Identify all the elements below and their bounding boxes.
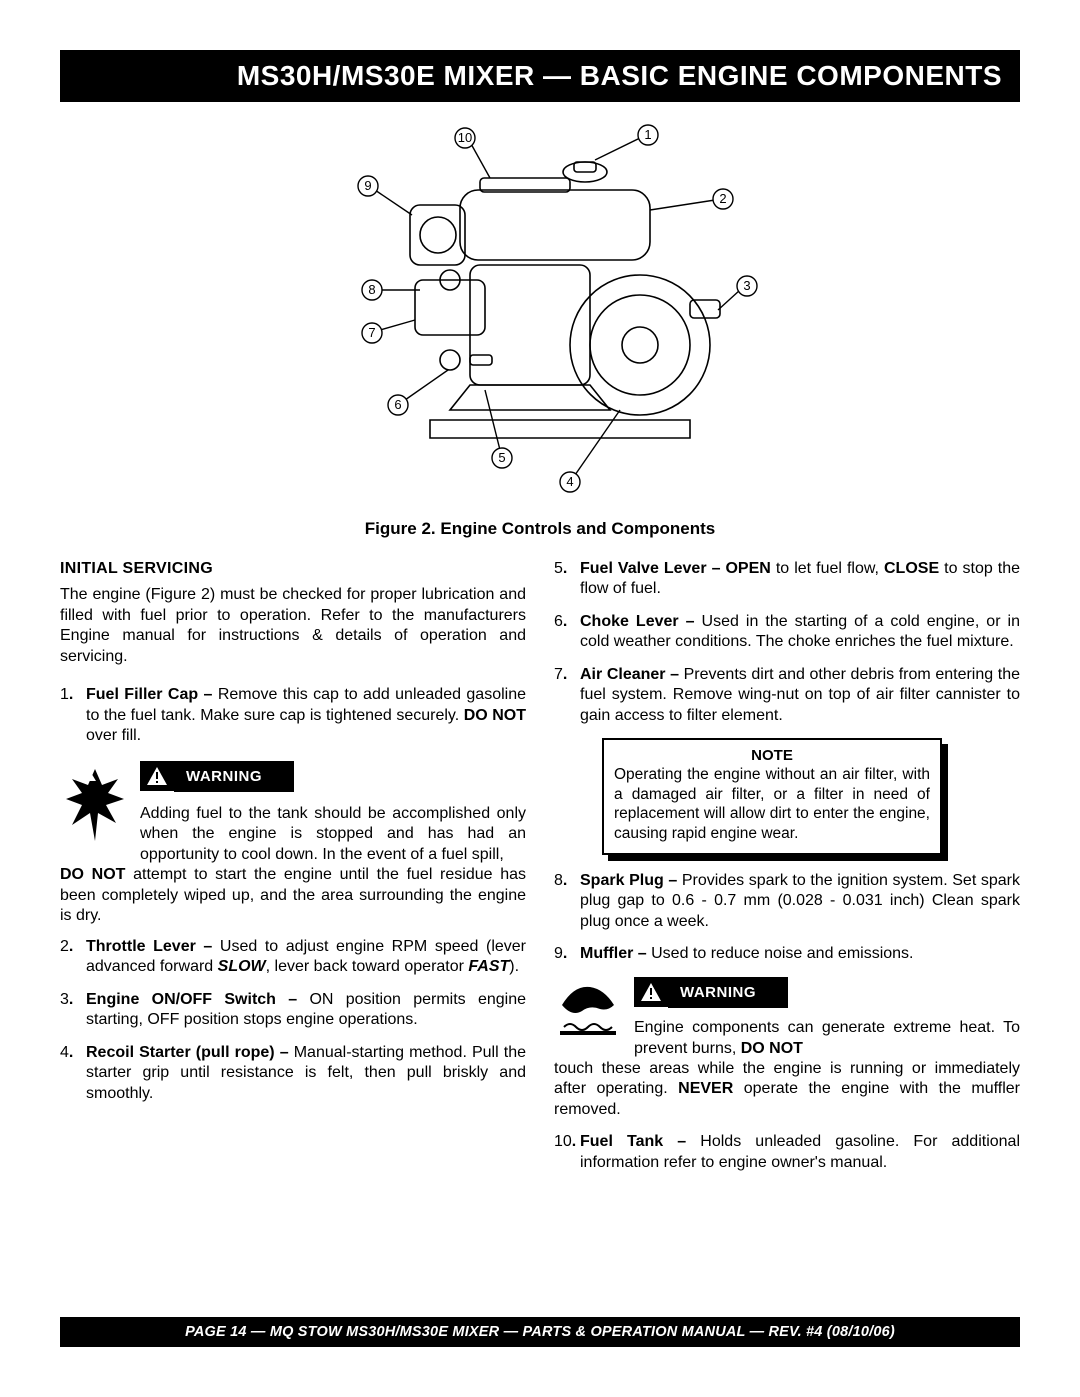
item-1: 1. Fuel Filler Cap – Remove this cap to … <box>60 685 526 746</box>
warning-label-row: WARNING <box>140 761 526 792</box>
item-6: 6. Choke Lever – Used in the starting of… <box>554 612 1020 653</box>
left-list-1: 1. Fuel Filler Cap – Remove this cap to … <box>60 685 526 746</box>
callout-9: 9 <box>364 178 371 193</box>
callout-4: 4 <box>566 474 573 489</box>
figure-caption: Figure 2. Engine Controls and Components <box>60 519 1020 539</box>
warning-label-2: WARNING <box>668 977 788 1008</box>
item-10: 10. Fuel Tank – Holds unleaded gasoline.… <box>554 1132 1020 1173</box>
callout-5: 5 <box>498 450 505 465</box>
heat-warning: WARNING Engine components can generate e… <box>554 977 1020 1121</box>
right-column: 5. Fuel Valve Lever – OPEN to let fuel f… <box>554 559 1020 1185</box>
warning-text-full: DO NOT attempt to start the engine until… <box>60 865 526 926</box>
footer-text: PAGE 14 — MQ STOW MS30H/MS30E MIXER — PA… <box>185 1324 895 1340</box>
warning-triangle-icon <box>146 766 168 786</box>
warning-text-lead: Adding fuel to the tank should be accomp… <box>140 804 526 865</box>
initial-servicing-heading: INITIAL SERVICING <box>60 559 526 579</box>
item-2: 2. Throttle Lever – Used to adjust engin… <box>60 937 526 978</box>
heat-warning-full: touch these areas while the engine is ru… <box>554 1059 1020 1120</box>
page-title-bar: MS30H/MS30E MIXER — BASIC ENGINE COMPONE… <box>60 50 1020 102</box>
figure: 1 10 9 2 3 8 7 6 5 4 Figure 2. <box>60 120 1020 539</box>
callout-10: 10 <box>458 130 472 145</box>
warning-label: WARNING <box>174 761 294 792</box>
warning-triangle-icon <box>640 982 662 1002</box>
callout-8: 8 <box>368 282 375 297</box>
heat-warning-lead: Engine components can generate extreme h… <box>634 1018 1020 1059</box>
right-list-3: 10. Fuel Tank – Holds unleaded gasoline.… <box>554 1132 1020 1173</box>
item-3: 3. Engine ON/OFF Switch – ON position pe… <box>60 990 526 1031</box>
body-columns: INITIAL SERVICING The engine (Figure 2) … <box>60 559 1020 1185</box>
callout-3: 3 <box>743 278 750 293</box>
right-list-2: 8. Spark Plug – Provides spark to the ig… <box>554 871 1020 965</box>
item-8: 8. Spark Plug – Provides spark to the ig… <box>554 871 1020 932</box>
callout-6: 6 <box>394 397 401 412</box>
item-5: 5. Fuel Valve Lever – OPEN to let fuel f… <box>554 559 1020 600</box>
page: MS30H/MS30E MIXER — BASIC ENGINE COMPONE… <box>0 0 1080 1397</box>
note-body: Operating the engine without an air filt… <box>614 765 930 843</box>
left-column: INITIAL SERVICING The engine (Figure 2) … <box>60 559 526 1185</box>
footer-bar: PAGE 14 — MQ STOW MS30H/MS30E MIXER — PA… <box>60 1317 1020 1347</box>
initial-servicing-intro: The engine (Figure 2) must be checked fo… <box>60 585 526 667</box>
callout-1: 1 <box>644 127 651 142</box>
engine-diagram: 1 10 9 2 3 8 7 6 5 4 <box>320 120 760 500</box>
note-title: NOTE <box>614 746 930 765</box>
item-7: 7. Air Cleaner – Prevents dirt and other… <box>554 665 1020 726</box>
callout-7: 7 <box>368 325 375 340</box>
item-4: 4. Recoil Starter (pull rope) – Manual-s… <box>60 1043 526 1104</box>
right-list-1: 5. Fuel Valve Lever – OPEN to let fuel f… <box>554 559 1020 726</box>
item-9: 9. Muffler – Used to reduce noise and em… <box>554 944 1020 964</box>
air-cleaner-note: NOTE Operating the engine without an air… <box>602 738 942 855</box>
explosion-icon <box>60 761 130 847</box>
fuel-warning: WARNING Adding fuel to the tank should b… <box>60 761 526 927</box>
hot-surface-icon <box>554 977 624 1039</box>
left-list-2: 2. Throttle Lever – Used to adjust engin… <box>60 937 526 1104</box>
page-title: MS30H/MS30E MIXER — BASIC ENGINE COMPONE… <box>237 60 1002 91</box>
warning-label-row-2: WARNING <box>634 977 1020 1008</box>
callout-2: 2 <box>719 191 726 206</box>
